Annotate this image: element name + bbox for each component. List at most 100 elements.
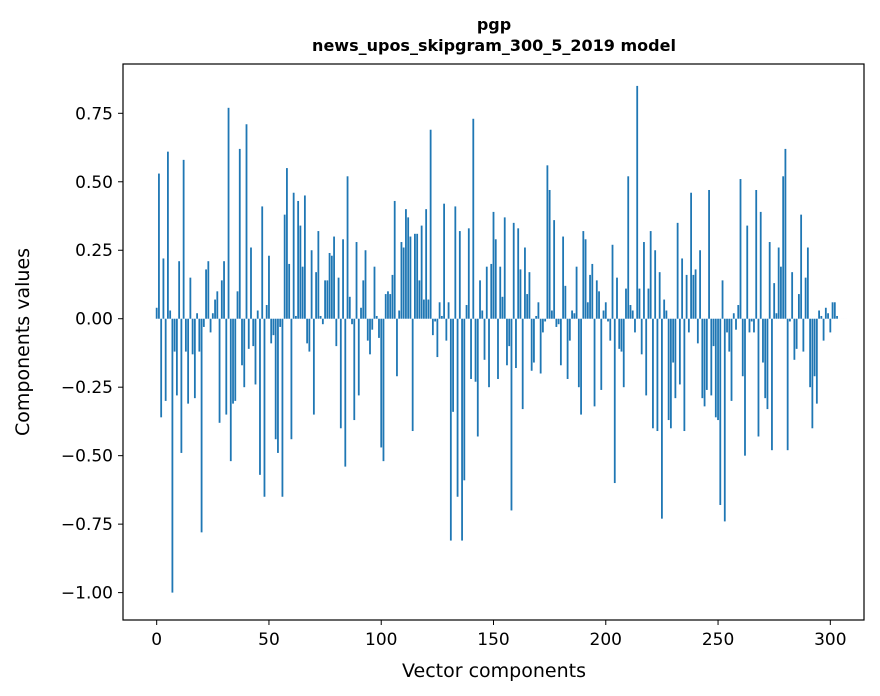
bar-243 bbox=[701, 318, 704, 399]
y-tick-label: −0.25 bbox=[61, 378, 113, 398]
bar-1 bbox=[158, 173, 160, 319]
bar-226 bbox=[663, 299, 666, 319]
bar-168 bbox=[533, 318, 535, 363]
bar-159 bbox=[512, 222, 515, 319]
bar-2 bbox=[160, 318, 163, 418]
bar-257 bbox=[732, 313, 735, 319]
x-tick-label: 200 bbox=[590, 630, 622, 650]
bar-227 bbox=[665, 310, 668, 319]
bar-179 bbox=[557, 318, 560, 325]
bar-32 bbox=[227, 107, 230, 319]
bar-98 bbox=[375, 315, 378, 319]
bar-33 bbox=[229, 318, 232, 462]
y-tick-label: 0.25 bbox=[75, 241, 113, 261]
bar-184 bbox=[568, 318, 571, 341]
bar-21 bbox=[202, 318, 205, 327]
bar-205 bbox=[616, 277, 618, 319]
bar-250 bbox=[717, 318, 719, 421]
bar-93 bbox=[364, 250, 367, 319]
bar-103 bbox=[387, 291, 389, 319]
bar-162 bbox=[519, 269, 522, 319]
bar-108 bbox=[398, 310, 401, 319]
bar-67 bbox=[306, 318, 309, 344]
bar-187 bbox=[575, 266, 578, 319]
bar-182 bbox=[564, 285, 567, 319]
bar-90 bbox=[357, 318, 360, 396]
bar-252 bbox=[721, 280, 724, 319]
y-tick-label: −0.50 bbox=[61, 447, 113, 467]
bar-302 bbox=[833, 302, 836, 319]
bar-287 bbox=[800, 214, 803, 319]
bar-123 bbox=[431, 318, 434, 336]
bar-117 bbox=[418, 280, 421, 319]
bar-261 bbox=[741, 318, 744, 377]
bar-259 bbox=[737, 305, 740, 319]
bar-299 bbox=[827, 313, 829, 319]
bar-228 bbox=[667, 318, 670, 421]
x-tick-label: 50 bbox=[258, 630, 280, 650]
bar-240 bbox=[694, 269, 697, 319]
bar-283 bbox=[791, 272, 794, 319]
bar-178 bbox=[555, 318, 558, 327]
bar-248 bbox=[712, 318, 715, 347]
y-tick-label: 0.75 bbox=[75, 104, 113, 124]
bar-141 bbox=[472, 118, 475, 319]
bar-157 bbox=[508, 318, 511, 347]
bar-87 bbox=[351, 318, 353, 325]
bar-44 bbox=[254, 318, 257, 385]
y-tick-label: 0.50 bbox=[75, 173, 113, 193]
bar-111 bbox=[405, 209, 407, 319]
bar-145 bbox=[481, 310, 484, 319]
bar-274 bbox=[771, 318, 773, 451]
bar-194 bbox=[591, 263, 594, 319]
bar-55 bbox=[279, 318, 282, 327]
bar-286 bbox=[797, 294, 800, 319]
bar-135 bbox=[458, 231, 461, 319]
bar-245 bbox=[705, 318, 708, 390]
bar-36 bbox=[236, 291, 239, 319]
bar-151 bbox=[494, 239, 497, 319]
bar-230 bbox=[672, 318, 675, 363]
bar-142 bbox=[474, 318, 477, 382]
bar-204 bbox=[613, 318, 616, 484]
bar-126 bbox=[438, 302, 441, 319]
bar-63 bbox=[297, 200, 300, 319]
bar-99 bbox=[378, 318, 380, 338]
bar-91 bbox=[360, 307, 362, 319]
bar-260 bbox=[739, 179, 742, 319]
bar-217 bbox=[643, 242, 645, 319]
bar-171 bbox=[539, 318, 542, 374]
bar-51 bbox=[270, 318, 273, 344]
bar-57 bbox=[283, 214, 286, 319]
bar-154 bbox=[501, 296, 504, 319]
bar-34 bbox=[232, 318, 234, 404]
bar-31 bbox=[225, 318, 228, 415]
bar-84 bbox=[344, 318, 347, 467]
x-tick-label: 0 bbox=[151, 630, 162, 650]
bar-129 bbox=[445, 318, 448, 341]
bar-133 bbox=[454, 206, 457, 319]
bar-137 bbox=[463, 318, 466, 481]
bar-66 bbox=[303, 195, 306, 319]
bar-59 bbox=[288, 263, 291, 319]
bar-241 bbox=[696, 318, 699, 344]
bar-45 bbox=[256, 310, 259, 319]
bar-78 bbox=[330, 255, 333, 319]
bar-234 bbox=[681, 258, 684, 319]
bar-292 bbox=[811, 318, 814, 429]
chart-subtitle: news_upos_skipgram_300_5_2019 model bbox=[312, 36, 676, 55]
bar-134 bbox=[456, 318, 459, 497]
bar-105 bbox=[391, 274, 394, 319]
bar-38 bbox=[241, 318, 243, 366]
y-tick-label: −0.75 bbox=[61, 515, 113, 535]
y-tick-label: −1.00 bbox=[61, 584, 113, 604]
bar-301 bbox=[831, 302, 834, 319]
bar-169 bbox=[535, 315, 538, 319]
bar-172 bbox=[542, 318, 544, 333]
bar-80 bbox=[335, 318, 338, 347]
bar-42 bbox=[250, 247, 252, 319]
bar-74 bbox=[321, 318, 324, 325]
bar-136 bbox=[461, 318, 463, 541]
bar-144 bbox=[479, 280, 481, 319]
bar-167 bbox=[530, 318, 533, 371]
